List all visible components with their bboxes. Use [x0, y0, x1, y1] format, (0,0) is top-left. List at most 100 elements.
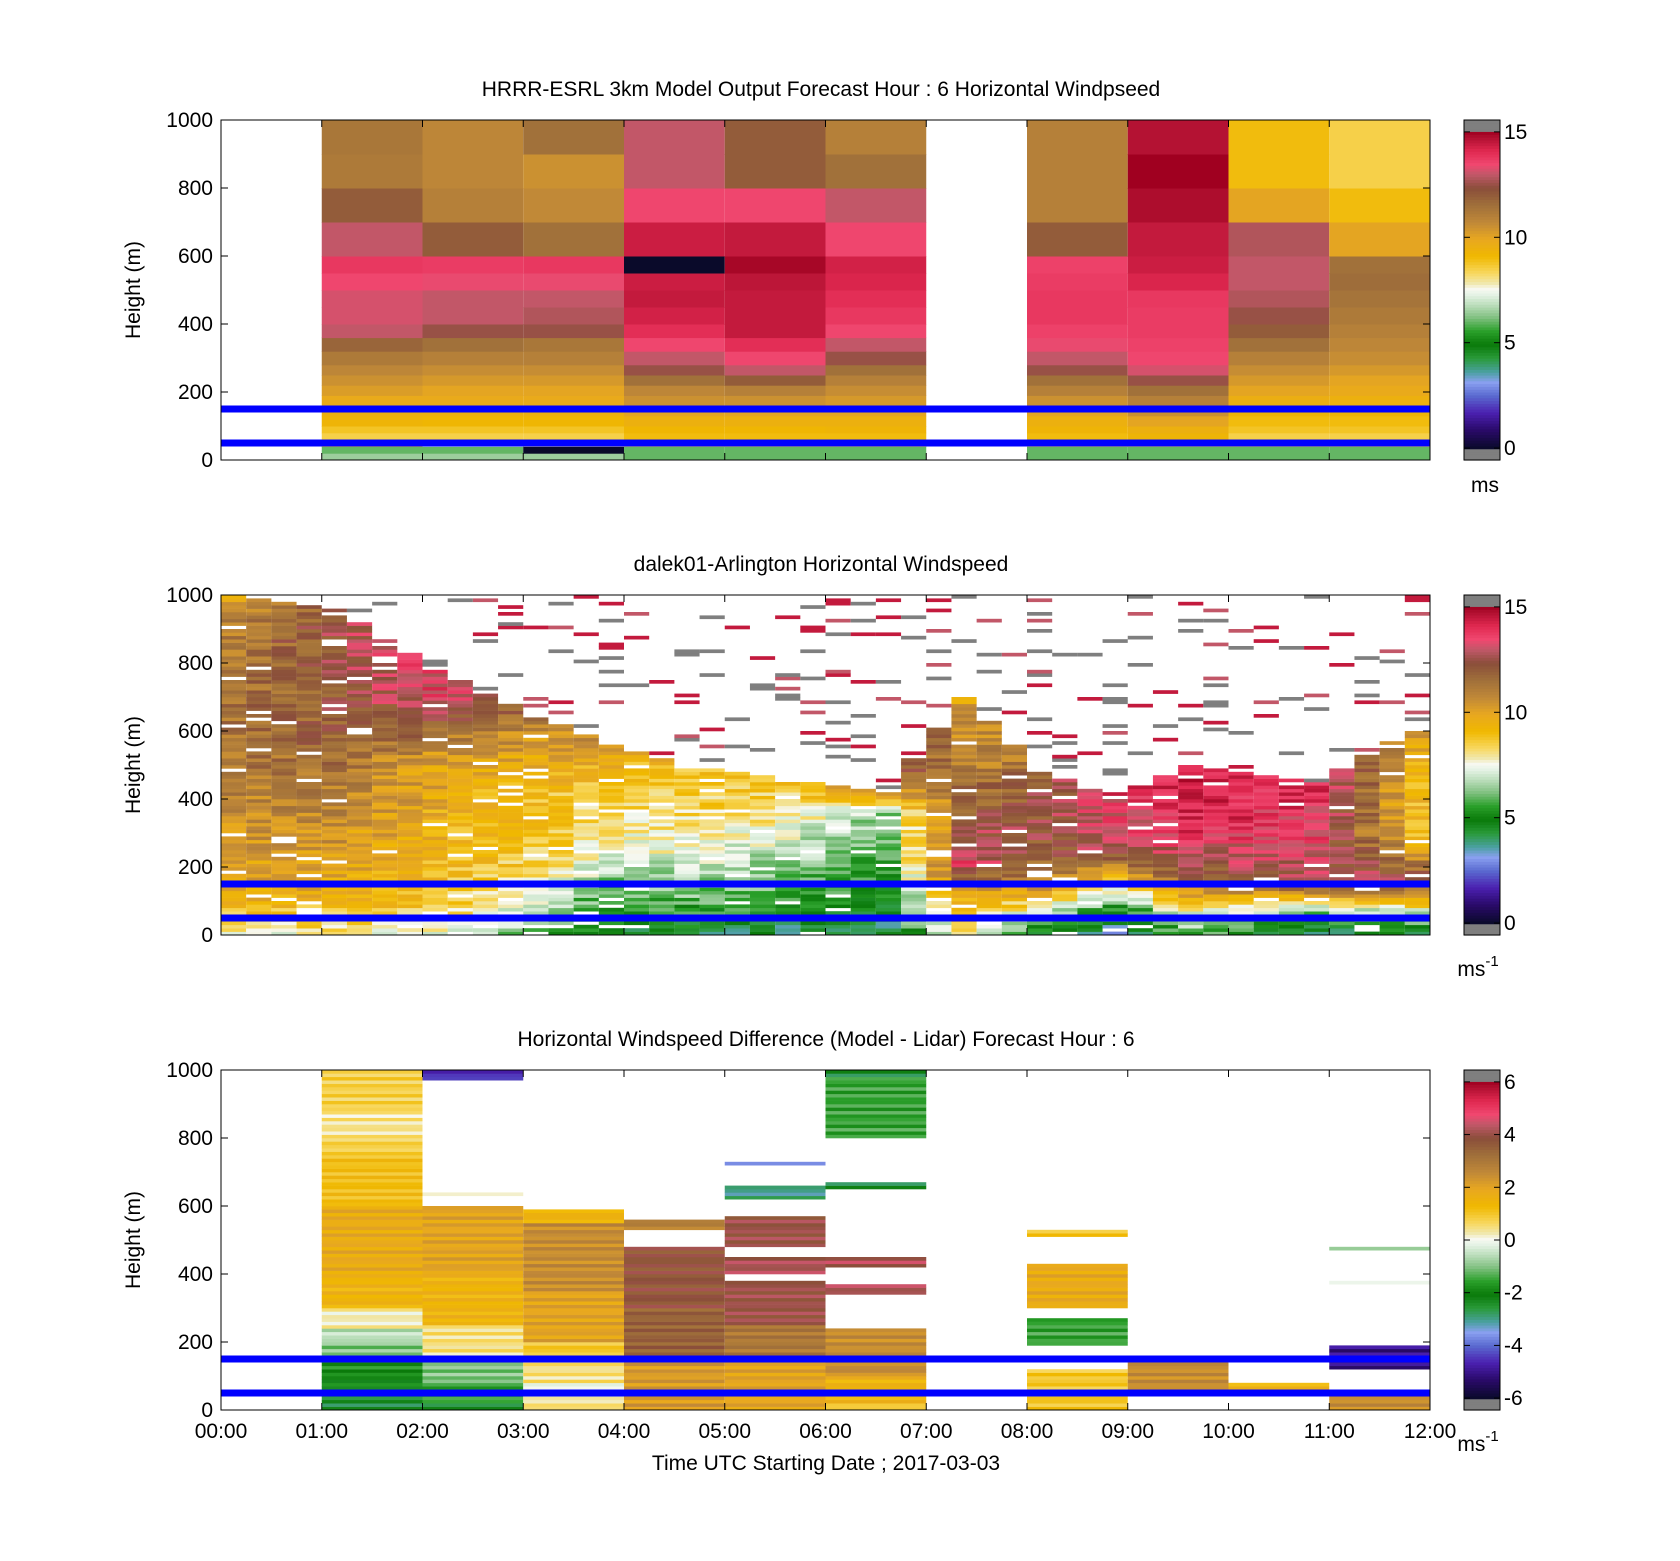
- heatmap-cell: [221, 809, 247, 813]
- heatmap-cell: [422, 453, 524, 461]
- heatmap-cell: [548, 788, 574, 793]
- heatmap-cell: [699, 792, 725, 796]
- colorbar-segment: [1464, 765, 1500, 769]
- heatmap-cell: [825, 1365, 927, 1370]
- heatmap-cell: [749, 782, 776, 786]
- heatmap-cell: [1102, 826, 1128, 830]
- heatmap-cell: [422, 1369, 524, 1373]
- heatmap-cell: [1178, 771, 1204, 776]
- heatmap-cell: [472, 697, 499, 701]
- heatmap-cell: [624, 395, 725, 407]
- heatmap-cell: [825, 222, 927, 257]
- heatmap-cell: [321, 629, 347, 633]
- heatmap-cell: [1203, 863, 1229, 868]
- colorbar-segment: [1464, 196, 1500, 200]
- heatmap-cell: [221, 659, 247, 664]
- colorbar-tick-label: -4: [1504, 1334, 1523, 1357]
- colorbar-segment: [1464, 324, 1500, 328]
- heatmap-cell: [296, 663, 322, 667]
- heatmap-cell: [246, 768, 272, 773]
- heatmap-cell: [1354, 850, 1380, 854]
- heatmap-cell: [422, 839, 448, 844]
- heatmap-cell: [624, 867, 650, 871]
- heatmap-cell: [598, 799, 624, 803]
- heatmap-cell: [523, 727, 549, 732]
- heatmap-cell: [346, 707, 373, 711]
- heatmap-cell: [775, 870, 801, 875]
- heatmap-cell: [221, 737, 247, 742]
- heatmap-cell: [346, 693, 373, 698]
- heatmap-cell: [523, 1379, 624, 1384]
- heatmap-cell: [850, 680, 876, 684]
- heatmap-cell: [624, 453, 725, 461]
- colorbar-segment: [1464, 1211, 1500, 1216]
- heatmap-cell: [548, 816, 574, 820]
- heatmap-cell: [296, 703, 322, 708]
- heatmap-cell: [976, 904, 1002, 909]
- heatmap-cell: [447, 754, 473, 759]
- heatmap-cell: [1203, 826, 1229, 830]
- heatmap-cell: [1329, 836, 1355, 841]
- heatmap-cell: [321, 1138, 423, 1142]
- heatmap-cell: [422, 1304, 524, 1309]
- colorbar-segment: [1464, 1234, 1500, 1238]
- heatmap-cell: [296, 707, 322, 711]
- heatmap-cell: [447, 788, 473, 793]
- heatmap-cell: [674, 870, 700, 875]
- heatmap-cell: [472, 887, 499, 892]
- heatmap-cell: [1329, 1246, 1430, 1251]
- heatmap-cell: [951, 595, 977, 599]
- heatmap-cell: [674, 812, 700, 817]
- heatmap-cell: [321, 1093, 423, 1098]
- heatmap-cell: [1127, 873, 1153, 878]
- heatmap-cell: [296, 897, 322, 902]
- heatmap-cell: [346, 805, 373, 810]
- heatmap-cell: [901, 894, 927, 898]
- heatmap-cell: [850, 921, 876, 926]
- heatmap-cell: [1001, 822, 1027, 827]
- heatmap-cell: [724, 863, 750, 868]
- colorbar-segment: [1464, 623, 1500, 627]
- heatmap-cell: [926, 734, 952, 739]
- heatmap-cell: [825, 819, 851, 824]
- colorbar-segment: [1464, 1254, 1500, 1258]
- heatmap-cell: [498, 863, 524, 868]
- heatmap-cell: [1278, 931, 1305, 936]
- heatmap-cell: [1152, 809, 1179, 813]
- heatmap-cell: [221, 873, 247, 878]
- heatmap-cell: [598, 758, 624, 762]
- heatmap-cell: [926, 901, 952, 905]
- heatmap-cell: [1278, 843, 1305, 847]
- heatmap-cell: [548, 748, 574, 752]
- heatmap-cell: [523, 375, 624, 386]
- heatmap-cell: [523, 765, 549, 769]
- heatmap-cell: [800, 839, 826, 844]
- heatmap-cell: [649, 785, 675, 790]
- heatmap-cell: [749, 846, 776, 851]
- heatmap-cell: [775, 676, 801, 681]
- heatmap-cell: [1027, 1403, 1128, 1407]
- heatmap-cell: [1001, 853, 1027, 858]
- heatmap-cell: [523, 843, 549, 847]
- heatmap-cell: [1127, 307, 1229, 325]
- heatmap-cell: [1127, 863, 1153, 868]
- heatmap-cell: [422, 887, 448, 892]
- heatmap-cell: [447, 720, 473, 725]
- heatmap-cell: [346, 690, 373, 694]
- heatmap-cell: [624, 761, 650, 766]
- heatmap-cell: [825, 1087, 927, 1091]
- heatmap-cell: [321, 1090, 423, 1095]
- heatmap-cell: [447, 887, 473, 892]
- heatmap-cell: [1027, 426, 1128, 434]
- heatmap-cell: [397, 673, 423, 677]
- heatmap-cell: [346, 673, 373, 677]
- heatmap-cell: [926, 727, 952, 732]
- heatmap-cell: [296, 765, 322, 769]
- colorbar-segment: [1464, 614, 1500, 619]
- heatmap-cell: [800, 870, 826, 875]
- heatmap-cell: [1102, 809, 1128, 813]
- colorbar-segment: [1464, 830, 1500, 834]
- heatmap-cell: [1027, 829, 1053, 834]
- heatmap-cell: [523, 395, 624, 407]
